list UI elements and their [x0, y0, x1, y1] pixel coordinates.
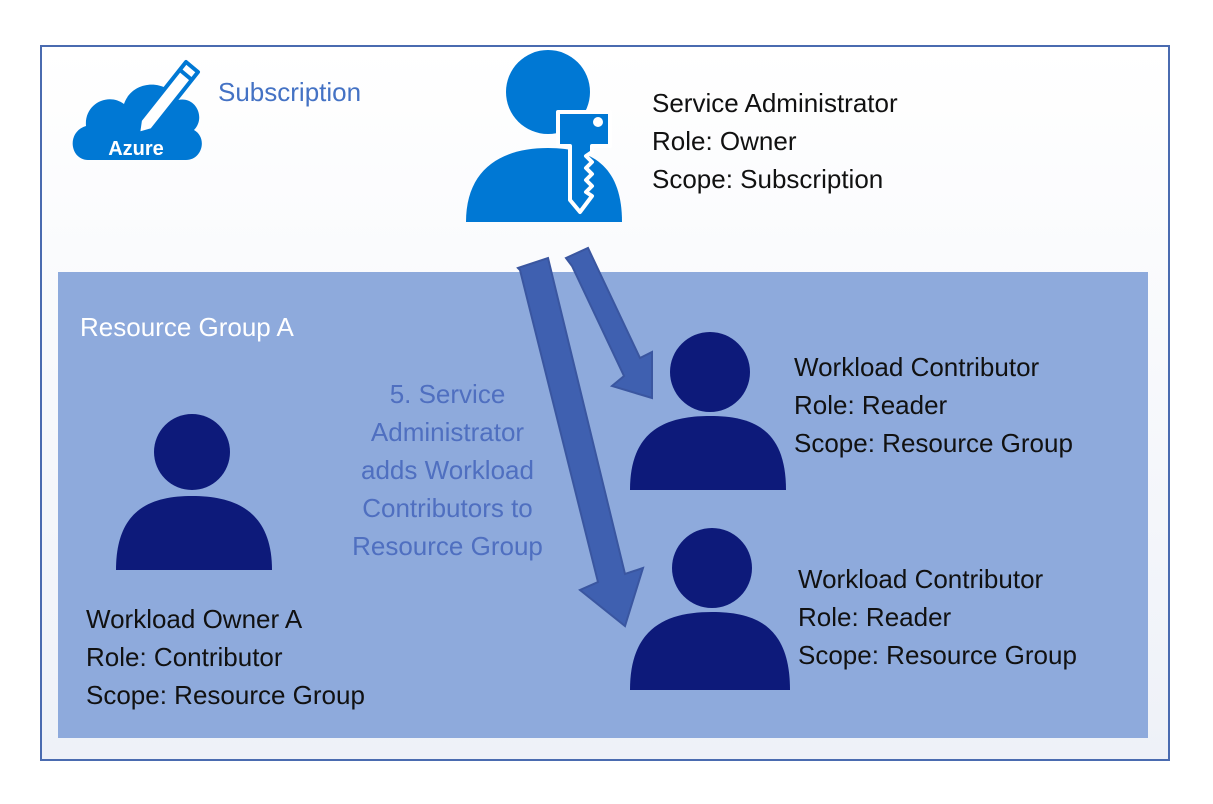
arrow-to-contributor-2: [516, 256, 645, 628]
azure-cloud-icon: Azure: [72, 84, 202, 160]
workload-owner-scope: Scope: Resource Group: [86, 680, 365, 710]
service-admin-scope: Scope: Subscription: [652, 164, 884, 194]
workload-owner-user-icon: [116, 414, 272, 570]
azure-logo-text: Azure: [108, 138, 164, 160]
pencil-icon: [136, 60, 200, 136]
workload-owner-details: Workload Owner A Role: Contributor Scope…: [86, 600, 365, 714]
workload-contributor-1-details: Workload Contributor Role: Reader Scope:…: [794, 348, 1073, 462]
step-note: 5. Service Administrator adds Workload C…: [352, 379, 543, 561]
workload-contributor-2-role: Role: Reader: [798, 602, 952, 632]
workload-contributor-2-user-icon: [630, 528, 790, 690]
service-admin-details: Service Administrator Role: Owner Scope:…: [652, 84, 898, 198]
workload-contributor-2-name: Workload Contributor: [798, 564, 1044, 594]
resource-group-label: Resource Group A: [80, 312, 294, 342]
workload-contributor-1-scope: Scope: Resource Group: [794, 428, 1073, 458]
workload-contributor-2-details: Workload Contributor Role: Reader Scope:…: [798, 560, 1077, 674]
workload-owner-name: Workload Owner A: [86, 604, 303, 634]
assignment-arrows: [516, 246, 653, 628]
arrow-to-contributor-1: [564, 246, 653, 400]
subscription-label: Subscription: [218, 77, 362, 107]
workload-contributor-1-user-icon: [630, 332, 786, 490]
service-admin-role: Role: Owner: [652, 126, 797, 156]
workload-contributor-1-name: Workload Contributor: [794, 352, 1040, 382]
workload-owner-role: Role: Contributor: [86, 642, 283, 672]
workload-contributor-2-scope: Scope: Resource Group: [798, 640, 1077, 670]
service-admin-user-key-icon: [466, 50, 622, 222]
service-admin-name: Service Administrator: [652, 88, 898, 118]
workload-contributor-1-role: Role: Reader: [794, 390, 948, 420]
